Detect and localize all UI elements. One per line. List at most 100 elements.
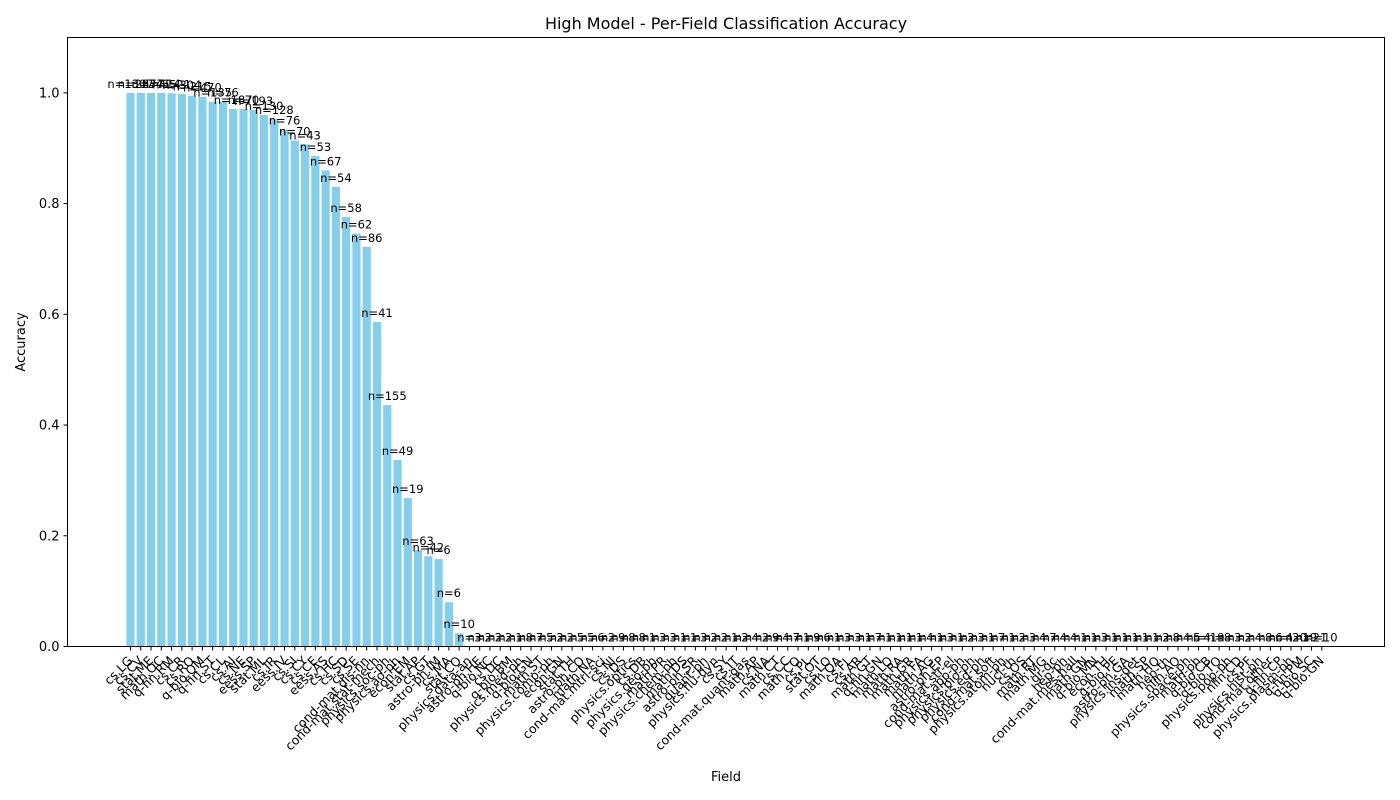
data-label: n=5: [529, 631, 553, 645]
data-label: n=193: [234, 94, 273, 108]
data-label: n=6: [437, 586, 461, 600]
data-label: n=76: [207, 86, 239, 100]
data-label: n=1: [1073, 631, 1097, 645]
bar-cs.SD: [342, 216, 351, 647]
data-label: n=4: [735, 631, 759, 645]
data-label: n=341: [132, 77, 171, 91]
data-label: n=1: [498, 631, 522, 645]
data-labels-group: n=1307n=2877n=341n=414n=521n=304n=215n=4…: [107, 77, 1337, 645]
data-label: n=2: [478, 631, 502, 645]
bar-cs.MA: [444, 602, 453, 647]
bar-cs.RO: [188, 95, 197, 647]
data-label: n=8: [509, 631, 533, 645]
data-label: n=20: [1275, 631, 1307, 645]
data-label: n=1: [1135, 631, 1159, 645]
data-label: n=49: [382, 444, 414, 458]
data-label: n=19: [1285, 631, 1317, 645]
data-label: n=470: [183, 81, 222, 95]
bar-cs.AI: [229, 108, 238, 647]
data-label: n=1: [817, 631, 841, 645]
data-label: n=1: [940, 631, 964, 645]
bar-cs.CE: [311, 155, 320, 647]
data-label: n=6: [806, 631, 830, 645]
data-label: n=1: [889, 631, 913, 645]
data-label: n=3: [1084, 631, 1108, 645]
bar-q-bio.QM: [198, 96, 207, 647]
data-label: n=67: [310, 154, 342, 168]
data-label: n=3: [457, 631, 481, 645]
data-label: n=4: [1043, 631, 1067, 645]
bar-physics.soc-ph: [383, 405, 392, 647]
data-label: n=1: [1115, 631, 1139, 645]
data-label: n=8: [622, 631, 646, 645]
data-label: n=8: [611, 631, 635, 645]
data-label: n=1: [878, 631, 902, 645]
data-label: n=1: [1125, 631, 1149, 645]
data-label: n=304: [162, 78, 201, 92]
bar-cs.SE: [352, 233, 361, 647]
data-label: n=4: [1238, 631, 1262, 645]
data-label: n=70: [228, 93, 260, 107]
data-label: n=215: [173, 80, 212, 94]
data-label: n=3: [827, 631, 851, 645]
data-label: n=1: [1094, 631, 1118, 645]
bar-eess.SP: [249, 110, 258, 647]
bar-econ.EM: [403, 498, 412, 647]
bar-cs.CV: [136, 92, 145, 647]
x-axis: cs.LGcs.CVstat.MEmath.OCq-fin.RMcs.CRcs.…: [101, 646, 1327, 753]
data-label: n=1: [632, 631, 656, 645]
data-label: n=62: [341, 217, 373, 231]
data-label: n=1: [663, 631, 687, 645]
bar-q-fin.ST: [208, 101, 217, 647]
bar-cs.GT: [424, 556, 433, 647]
data-label: n=10: [1306, 631, 1338, 645]
data-label: n=43: [289, 128, 321, 142]
data-label: n=1: [786, 631, 810, 645]
data-label: n=63: [402, 534, 434, 548]
data-label: n=521: [152, 77, 191, 91]
y-tick-label: 0.8: [39, 197, 60, 212]
data-label: n=1: [991, 631, 1015, 645]
y-tick-label: 1.0: [39, 86, 60, 101]
data-label: n=155: [368, 389, 407, 403]
data-label: n=2: [693, 631, 717, 645]
data-label: n=128: [255, 103, 294, 117]
data-label: n=4: [765, 631, 789, 645]
data-label: n=7: [776, 631, 800, 645]
data-label: n=5: [1176, 631, 1200, 645]
data-label: n=1: [848, 631, 872, 645]
bar-cs.NE: [239, 108, 248, 647]
y-tick-label: 0.6: [39, 308, 60, 323]
bar-cs.CL: [218, 101, 228, 647]
bar-q-fin.RM: [167, 93, 176, 647]
data-label: n=3: [652, 631, 676, 645]
bar-physics.ao-ph: [393, 459, 402, 647]
data-label: n=8: [1156, 631, 1180, 645]
y-tick-label: 0.2: [39, 529, 60, 544]
data-label: n=3: [642, 631, 666, 645]
data-label: n=8: [1207, 631, 1231, 645]
data-label: n=2: [745, 631, 769, 645]
bar-cs.CR: [177, 93, 186, 647]
bar-eess.IV: [280, 129, 289, 647]
data-label: n=10: [443, 617, 475, 631]
y-tick-label: 0.4: [39, 419, 60, 434]
data-label: n=2: [1145, 631, 1169, 645]
data-label: n=1: [1063, 631, 1087, 645]
data-label: n=2: [539, 631, 563, 645]
y-axis: 0.0 0.2 0.4 0.6 0.8 1.0: [39, 86, 68, 655]
data-label: n=4: [1053, 631, 1077, 645]
data-label: n=4: [1022, 631, 1046, 645]
data-label: n=4: [909, 631, 933, 645]
chart-title: High Model - Per-Field Classification Ac…: [545, 14, 907, 33]
bar-cs.IR: [270, 118, 279, 647]
data-label: n=6: [1258, 631, 1282, 645]
data-label: n=1: [971, 631, 995, 645]
data-label: n=7: [1032, 631, 1056, 645]
data-label: n=135: [193, 86, 232, 100]
data-label: n=130: [245, 99, 284, 113]
bar-cs.SI: [290, 140, 299, 647]
data-label: n=1307: [107, 77, 153, 91]
bar-cs.HC: [331, 186, 341, 647]
